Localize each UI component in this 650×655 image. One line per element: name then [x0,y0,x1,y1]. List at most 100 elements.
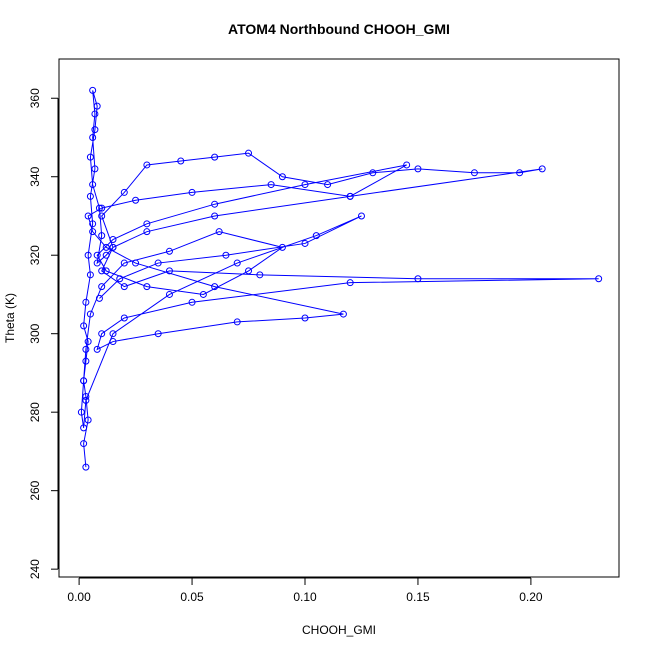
data-point [89,133,97,141]
data-point [414,165,422,173]
data-point [154,330,162,338]
data-point [278,243,286,251]
data-point [98,204,106,212]
y-axis-label: Theta (K) [3,293,17,343]
data-point [143,228,151,236]
data-point [82,357,90,365]
data-point [82,298,90,306]
data-point [98,232,106,240]
data-point [177,157,185,165]
data-point [165,247,173,255]
data-point [165,290,173,298]
data-point [109,330,117,338]
data-point [245,267,253,275]
data-point [120,259,128,267]
data-point [301,314,309,322]
data-point [256,271,264,279]
data-point [312,232,320,240]
data-point [102,267,110,275]
y-tick-label: 360 [28,88,42,108]
data-point [199,290,207,298]
data-point [301,239,309,247]
data-point [222,251,230,259]
data-point [132,259,140,267]
data-point [595,275,603,283]
data-point [357,212,365,220]
data-point [188,188,196,196]
data-point [84,212,92,220]
data-point [86,271,94,279]
data-point [95,294,103,302]
data-point [245,149,253,157]
data-point [98,330,106,338]
data-point [346,279,354,287]
data-point [80,424,88,432]
data-point [84,251,92,259]
data-point [95,204,103,212]
data-point [93,259,101,267]
y-tick-label: 280 [28,402,42,422]
data-point [211,200,219,208]
data-point [89,220,97,228]
data-point [89,181,97,189]
data-point [91,165,99,173]
data-point [211,283,219,291]
data-point [109,236,117,244]
y-tick-label: 320 [28,245,42,265]
data-point [267,181,275,189]
data-point [120,283,128,291]
data-point [109,338,117,346]
data-point [414,275,422,283]
data-point [369,169,377,177]
data-point [86,310,94,318]
data-point [80,440,88,448]
data-point [324,181,332,189]
data-point [339,310,347,318]
x-tick-label: 0.05 [180,590,204,604]
data-point [538,165,546,173]
x-tick-label: 0.00 [67,590,91,604]
data-line [80,90,599,468]
data-point [86,192,94,200]
data-point [84,416,92,424]
data-point [211,153,219,161]
y-tick-label: 300 [28,323,42,343]
data-point [80,322,88,330]
data-point [98,283,106,291]
data-point [82,345,90,353]
data-point [89,228,97,236]
data-point [93,102,101,110]
x-tick-label: 0.10 [293,590,317,604]
y-tick-label: 340 [28,166,42,186]
data-point [89,86,97,94]
data-point [80,377,88,385]
data-point [188,298,196,306]
data-point [403,161,411,169]
y-tick-label: 260 [28,480,42,500]
data-point [301,181,309,189]
data-point [470,169,478,177]
data-point [98,212,106,220]
data-point [120,314,128,322]
data-point [98,267,106,275]
data-point [346,192,354,200]
chart-title: ATOM4 Northbound CHOOH_GMI [228,21,450,37]
data-point [143,161,151,169]
data-point [102,243,110,251]
data-point [233,259,241,267]
data-point [91,126,99,134]
data-point [82,396,90,404]
data-point [516,169,524,177]
data-point [233,318,241,326]
data-point [82,392,90,400]
plot-frame [58,58,620,578]
data-point [278,173,286,181]
data-point [211,212,219,220]
data-point [93,251,101,259]
data-point [154,259,162,267]
data-point [116,275,124,283]
data-point [86,153,94,161]
x-tick-label: 0.15 [406,590,430,604]
